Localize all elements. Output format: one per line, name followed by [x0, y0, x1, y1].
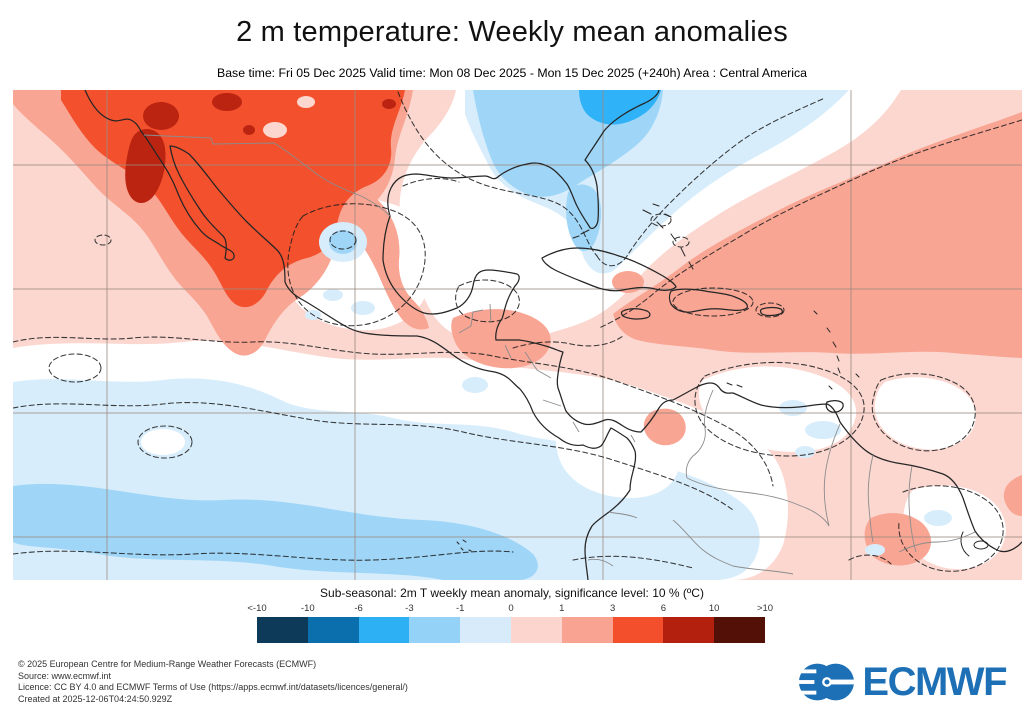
colorbar-tick-label: -1 — [455, 603, 465, 614]
lesser-antilles-islands — [726, 310, 860, 390]
colorbar-segment — [663, 617, 715, 643]
colorbar-segment — [358, 617, 410, 643]
base-valid-time-subtitle: Base time: Fri 05 Dec 2025 Valid time: M… — [217, 66, 807, 80]
page-title: 2 m temperature: Weekly mean anomalies — [236, 16, 788, 48]
coastline-mexico-gulf-caribbean-sa — [382, 215, 1022, 553]
colorbar-segment — [714, 617, 765, 643]
ecmwf-logo-mark — [797, 663, 856, 701]
colorbar-segment — [460, 617, 511, 643]
colorbar-tick-label: 1 — [559, 603, 565, 614]
colorbar-segment — [612, 617, 664, 643]
footer-source: Source: www.ecmwf.int — [18, 670, 112, 681]
footer-created-at: Created at 2025-12-06T04:24:50.929Z — [18, 693, 173, 704]
bahamas-islands — [642, 203, 694, 270]
colorbar-tick-label: 0 — [508, 603, 514, 614]
colorbar-tick-label: >10 — [756, 603, 774, 614]
map-canvas — [13, 90, 1022, 580]
colorbar-tick-label: 3 — [609, 603, 616, 614]
ecmwf-logo: ECMWF — [797, 659, 1007, 705]
colorbar: <-10 -10 -6 -3 -1 0 1 3 6 10 >10 — [247, 603, 773, 643]
coastline-us-gulf-atlantic — [387, 90, 660, 230]
colorbar-segment — [510, 617, 562, 643]
puerto-rico-coastline — [759, 306, 783, 317]
coastline-pacific — [84, 90, 637, 580]
colorbar-segment — [561, 617, 613, 643]
colorbar-tick-row: <-10 -10 -6 -3 -1 0 1 3 6 10 >10 — [247, 603, 773, 615]
cuba-coastline — [541, 247, 677, 292]
colorbar-tick-label: -3 — [405, 603, 414, 614]
pacific-cool-regions — [13, 340, 788, 580]
galapagos-islands — [456, 539, 472, 552]
warm-anomaly-regions — [13, 90, 1022, 566]
colorbar-segment — [307, 617, 359, 643]
anomaly-map — [13, 90, 1022, 580]
colorbar-tick-label: -6 — [354, 603, 363, 614]
colorbar-caption: Sub-seasonal: 2m T weekly mean anomaly, … — [320, 586, 704, 600]
significance-contours — [13, 91, 1022, 572]
amazon-mouth-islands — [960, 531, 970, 557]
colorbar-tick-label: <-10 — [247, 603, 267, 614]
trinidad-coastline — [825, 400, 844, 413]
coastlines — [84, 90, 1022, 580]
colorbar-segments — [257, 617, 765, 643]
florida-keys — [572, 229, 590, 239]
gridlines — [13, 90, 1022, 580]
footer-copyright: © 2025 European Centre for Medium-Range … — [18, 659, 317, 669]
cool-anomaly-region-north — [465, 90, 849, 274]
colorbar-tick-label: 10 — [708, 603, 720, 614]
colorbar-tick-label: 6 — [660, 603, 667, 614]
jamaica-coastline — [620, 308, 651, 320]
hispaniola-coastline — [668, 288, 748, 313]
colorbar-segment — [409, 617, 461, 643]
footer-attribution: © 2025 European Centre for Medium-Range … — [18, 659, 408, 705]
footer-licence: Licence: CC BY 4.0 and ECMWF Terms of Us… — [18, 682, 408, 692]
colorbar-tick-label: -10 — [300, 603, 315, 614]
country-borders — [143, 134, 976, 575]
ecmwf-logo-text: ECMWF — [862, 660, 1007, 704]
colorbar-segment — [257, 617, 308, 643]
